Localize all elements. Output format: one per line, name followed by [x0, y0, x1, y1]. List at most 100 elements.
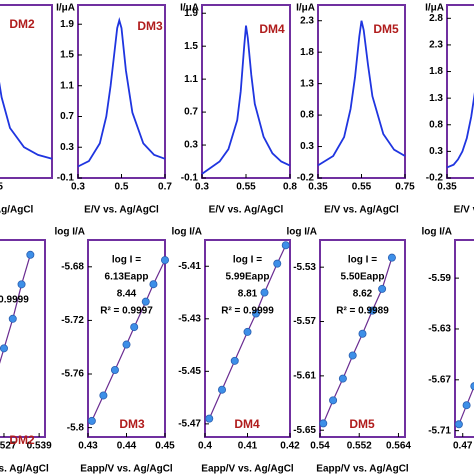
- y-tick-label: 1.5: [184, 41, 198, 52]
- x-tick-label: 0.5: [115, 182, 129, 193]
- x-tick-label: 0.4: [198, 441, 212, 452]
- y-tick-label: -5.72: [61, 315, 84, 326]
- equation-text: R² = 0.9999: [221, 306, 274, 317]
- current-curve: [0, 81, 53, 160]
- y-tick-label: 1.1: [60, 80, 74, 91]
- x-tick-label: 0.7: [158, 182, 172, 193]
- y-axis-label: log I/A: [171, 227, 202, 238]
- y-tick-label: 1.3: [429, 93, 443, 104]
- data-point: [319, 419, 328, 428]
- panel-label: DM3: [119, 417, 145, 431]
- x-tick-label: 0.43: [78, 441, 98, 452]
- panel-frame: [454, 239, 474, 438]
- x-tick-label: 0.527: [0, 441, 17, 452]
- y-tick-label: -5.8: [67, 422, 85, 433]
- y-tick-label: 0.3: [60, 142, 74, 153]
- y-tick-label: 1.3: [300, 78, 314, 89]
- panel-label: DM5: [373, 22, 399, 36]
- current-curve: [317, 20, 406, 167]
- x-tick-label: 0.3: [71, 182, 85, 193]
- x-tick-label: 0.8: [283, 182, 297, 193]
- x-tick-label: 0.564: [386, 441, 411, 452]
- x-axis-label: E/V vs. Ag/AgCl: [324, 205, 399, 216]
- data-point: [17, 280, 26, 289]
- y-axis-label: log I/A: [421, 227, 452, 238]
- data-point: [8, 314, 17, 323]
- x-tick-label: 0.55: [236, 182, 256, 193]
- equation-text: log I =: [233, 255, 262, 266]
- fit-line: [208, 245, 287, 419]
- x-tick-label: 0.35: [437, 182, 457, 193]
- y-tick-label: -5.65: [293, 425, 316, 436]
- y-axis-label: log I/A: [286, 227, 317, 238]
- current-curve: [77, 17, 166, 168]
- x-tick-label: 0.75: [395, 182, 415, 193]
- y-tick-label: 2.8: [429, 13, 443, 24]
- data-point: [149, 280, 158, 289]
- x-tick-label: 0.5: [0, 182, 3, 193]
- y-tick-label: 1.8: [300, 47, 314, 58]
- data-point: [110, 365, 119, 374]
- y-tick-label: -5.57: [293, 316, 316, 327]
- data-point: [329, 396, 338, 405]
- data-point: [26, 250, 35, 259]
- y-tick-label: 0.7: [184, 107, 198, 118]
- data-point: [273, 259, 282, 268]
- x-axis-label: Eapp/V vs. Ag/AgCl: [0, 464, 49, 474]
- data-point: [230, 356, 239, 365]
- equation-text: 8.62: [353, 289, 373, 300]
- data-point: [260, 288, 269, 297]
- y-tick-label: -0.2: [297, 173, 315, 184]
- x-axis-label: E/V vs. Ag/AgCl: [0, 205, 34, 216]
- x-tick-label: 0.44: [117, 441, 137, 452]
- y-tick-label: 0.3: [184, 140, 198, 151]
- fit-line: [0, 254, 31, 364]
- x-axis-label: Eapp/V vs. Ag/AgCl: [80, 464, 173, 474]
- y-tick-label: 1.5: [60, 50, 74, 61]
- x-tick-label: 0.55: [352, 182, 372, 193]
- y-tick-label: 1.9: [60, 19, 74, 30]
- y-tick-label: -5.61: [293, 371, 316, 382]
- y-tick-label: 0.8: [300, 110, 314, 121]
- x-axis-label: E/V vs. Ag/AgCl: [84, 205, 159, 216]
- y-tick-label: 0.3: [429, 146, 443, 157]
- panel-label: DM2: [9, 17, 35, 31]
- x-axis-label: Eapp/V vs. Ag/AgCl: [201, 464, 294, 474]
- panel-label: DM4: [259, 22, 285, 36]
- y-tick-label: -5.47: [178, 419, 201, 430]
- y-tick-label: -0.1: [57, 173, 75, 184]
- data-point: [378, 284, 387, 293]
- panel-label: DM2: [9, 433, 35, 447]
- y-tick-label: 1.8: [429, 66, 443, 77]
- equation-text: 5.99Eapp: [226, 272, 270, 283]
- x-tick-label: 0.539: [27, 441, 52, 452]
- y-tick-label: 2.3: [429, 40, 443, 51]
- data-point: [368, 306, 377, 315]
- y-tick-label: 2.3: [300, 15, 314, 26]
- data-point: [141, 297, 150, 306]
- y-tick-label: -5.41: [178, 261, 201, 272]
- data-point: [462, 401, 471, 410]
- panel-label: DM4: [234, 417, 260, 431]
- x-tick-label: 0.42: [280, 441, 300, 452]
- equation-text: 6.13Eapp: [105, 272, 149, 283]
- data-point: [454, 420, 463, 429]
- panel-frame: [0, 239, 46, 438]
- x-tick-label: 0.552: [347, 441, 372, 452]
- data-point: [130, 323, 139, 332]
- panel-frame: [87, 239, 166, 438]
- equation-text: 8.44: [117, 289, 137, 300]
- data-point: [281, 241, 290, 250]
- y-tick-label: 1.9: [184, 8, 198, 19]
- x-axis-label: E/V vs. Ag/AgCl: [209, 205, 284, 216]
- x-tick-label: 0.54: [310, 441, 330, 452]
- equation-text: R² = 0.9989: [336, 306, 389, 317]
- data-point: [217, 385, 226, 394]
- fit-line: [458, 385, 474, 425]
- x-axis-label: E/V vs. Ag/AgCl: [454, 205, 474, 216]
- equation-text: 8.81: [238, 289, 258, 300]
- x-tick-label: 0.45: [155, 441, 175, 452]
- x-tick-label: 0.41: [238, 441, 258, 452]
- data-point: [205, 414, 214, 423]
